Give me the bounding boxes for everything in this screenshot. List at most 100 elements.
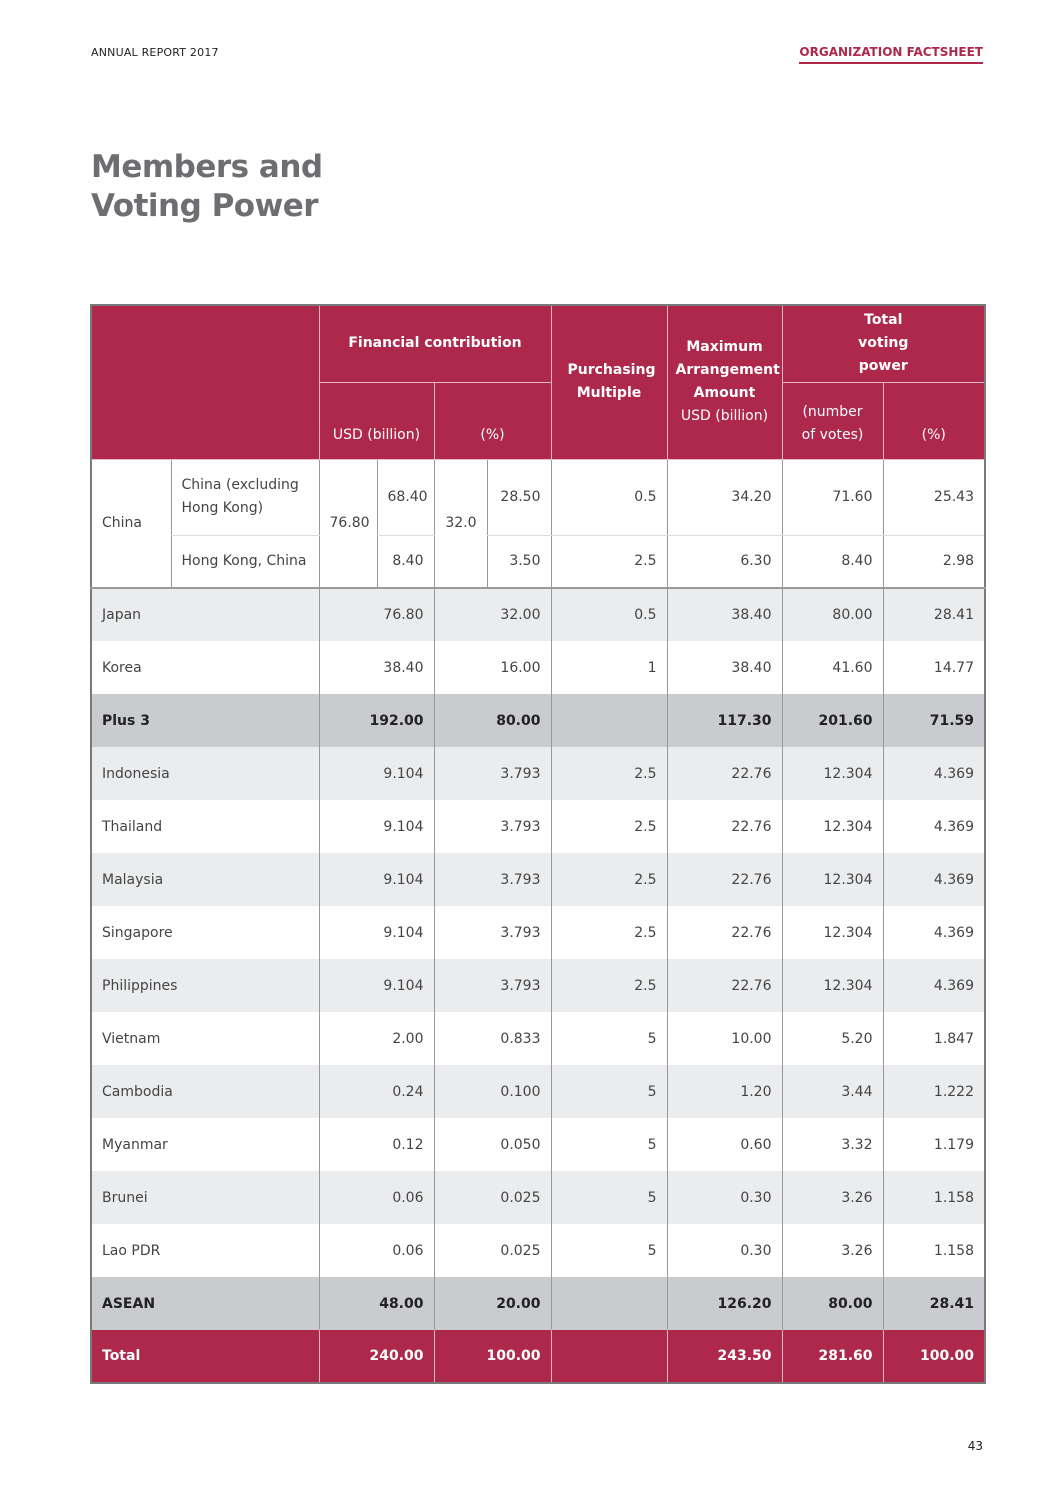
row-vote-pct: 4.369 [882,906,986,959]
row-multiple: 2.5 [550,853,667,906]
table-row: Vietnam 2.00 0.833 5 10.00 5.20 1.847 [90,1012,986,1065]
row-usd: 9.104 [318,747,434,800]
row-name: Korea [90,641,319,694]
row-max: 126.20 [666,1277,782,1330]
row-votes: 3.32 [781,1118,883,1171]
row-name: Cambodia [90,1065,319,1118]
row-multiple: 5 [550,1171,667,1224]
table-row: Cambodia 0.24 0.100 5 1.20 3.44 1.222 [90,1065,986,1118]
china-label: China [90,459,171,589]
row-usd: 76.80 [318,588,434,641]
row-name: Japan [90,588,319,641]
row-pct: 3.50 [486,535,551,589]
row-name: Total [90,1330,319,1383]
page-number: 43 [967,1439,983,1453]
table-row: Myanmar 0.12 0.050 5 0.60 3.32 1.179 [90,1118,986,1171]
row-name: Brunei [90,1171,319,1224]
row-name: Vietnam [90,1012,319,1065]
header-usd: USD (billion) [318,382,434,460]
header-max: Maximum Arrangement Amount USD (billion) [666,305,782,460]
row-max: 0.30 [666,1224,782,1277]
row-votes: 41.60 [781,641,883,694]
row-vote-pct: 1.847 [882,1012,986,1065]
page-title-line2: Voting Power [91,188,319,224]
row-multiple: 5 [550,1118,667,1171]
row-vote-pct: 1.222 [882,1065,986,1118]
table-row: Total 240.00 100.00 243.50 281.60 100.00 [90,1330,986,1383]
row-name: ASEAN [90,1277,319,1330]
page-title: Members and Voting Power [91,148,323,226]
row-multiple: 0.5 [550,459,667,536]
header-financial: Financial contribution [318,305,551,383]
row-pct: 80.00 [433,694,551,747]
row-pct: 28.50 [486,459,551,536]
row-pct: 0.833 [433,1012,551,1065]
row-pct: 0.100 [433,1065,551,1118]
row-votes: 12.304 [781,800,883,853]
row-max: 22.76 [666,853,782,906]
row-pct: 0.025 [433,1224,551,1277]
row-multiple [550,694,667,747]
row-votes: 12.304 [781,747,883,800]
row-max: 38.40 [666,588,782,641]
row-vote-pct: 14.77 [882,641,986,694]
row-name: Philippines [90,959,319,1012]
row-vote-pct: 1.179 [882,1118,986,1171]
row-votes: 80.00 [781,588,883,641]
row-votes: 80.00 [781,1277,883,1330]
row-usd: 48.00 [318,1277,434,1330]
header-pct: (%) [433,382,551,460]
row-pct: 16.00 [433,641,551,694]
row-pct: 3.793 [433,959,551,1012]
row-max: 10.00 [666,1012,782,1065]
table-row-china-mainland: China China (excluding Hong Kong) 76.80 … [90,459,986,589]
row-vote-pct: 1.158 [882,1171,986,1224]
row-usd: 0.24 [318,1065,434,1118]
table-row-hong-kong: Hong Kong, China 8.40 3.50 2.5 6.30 8.40… [91,535,986,589]
row-max: 0.60 [666,1118,782,1171]
table-row: Thailand 9.104 3.793 2.5 22.76 12.304 4.369 [90,800,986,853]
header-voting-text: Total voting power [858,312,909,375]
row-max: 22.76 [666,800,782,853]
row-votes: 12.304 [781,906,883,959]
row-usd: 9.104 [318,800,434,853]
row-vote-pct: 28.41 [882,1277,986,1330]
table-row: Plus 3 192.00 80.00 117.30 201.60 71.59 [90,694,986,747]
row-pct: 0.025 [433,1171,551,1224]
report-label: ANNUAL REPORT 2017 [91,46,219,59]
row-pct: 3.793 [433,853,551,906]
row-usd: 9.104 [318,853,434,906]
row-multiple: 0.5 [550,588,667,641]
row-max: 243.50 [666,1330,782,1383]
row-name: China (excluding Hong Kong) [170,459,319,536]
row-vote-pct: 4.369 [882,853,986,906]
row-pct: 3.793 [433,906,551,959]
table-row: Lao PDR 0.06 0.025 5 0.30 3.26 1.158 [90,1224,986,1277]
row-vote-pct: 1.158 [882,1224,986,1277]
row-usd: 2.00 [318,1012,434,1065]
row-pct: 100.00 [433,1330,551,1383]
row-pct: 32.00 [433,588,551,641]
row-usd: 8.40 [376,535,434,589]
row-votes: 5.20 [781,1012,883,1065]
row-votes: 201.60 [781,694,883,747]
header-max-unit: USD (billion) [680,408,769,425]
row-name: Lao PDR [90,1224,319,1277]
table-row: Brunei 0.06 0.025 5 0.30 3.26 1.158 [90,1171,986,1224]
row-max: 6.30 [666,535,782,589]
row-usd: 68.40 [376,459,434,536]
row-votes: 12.304 [781,853,883,906]
header-purchasing: Purchasing Multiple [550,305,667,460]
section-label: ORGANIZATION FACTSHEET [799,45,983,64]
row-multiple: 2.5 [550,906,667,959]
row-usd: 9.104 [318,906,434,959]
row-usd: 0.12 [318,1118,434,1171]
row-name: Indonesia [90,747,319,800]
row-max: 1.20 [666,1065,782,1118]
row-multiple: 2.5 [550,800,667,853]
row-votes: 3.26 [781,1224,883,1277]
table-row: Indonesia 9.104 3.793 2.5 22.76 12.304 4.369 [90,747,986,800]
page-title-line1: Members and [91,149,323,185]
row-name: Plus 3 [90,694,319,747]
table-row: Korea 38.40 16.00 1 38.40 41.60 14.77 [90,641,986,694]
